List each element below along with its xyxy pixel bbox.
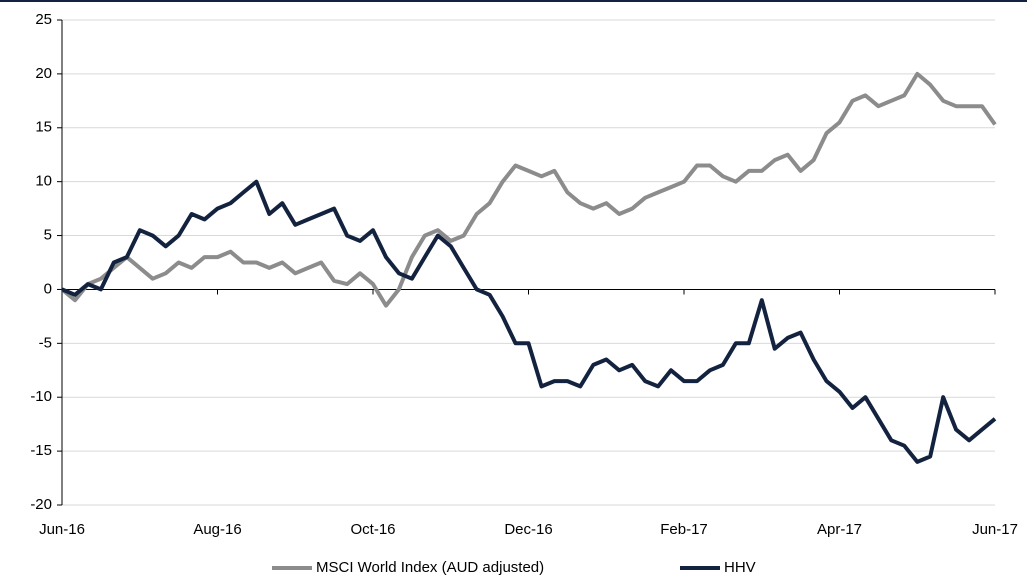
y-tick-label: 0 (44, 280, 52, 297)
x-tick-label: Jun-16 (39, 521, 85, 538)
y-tick-label: -10 (30, 388, 52, 405)
x-tick-label: Jun-17 (972, 521, 1018, 538)
x-tick-label: Dec-16 (504, 521, 552, 538)
series-line (60, 71, 997, 308)
y-tick-label: 25 (35, 11, 52, 28)
y-tick-label: 10 (35, 173, 52, 190)
x-tick-label: Feb-17 (660, 521, 708, 538)
y-tick-label: -15 (30, 442, 52, 459)
series-line (61, 179, 997, 464)
top-rule (0, 0, 1027, 2)
y-tick-label: -20 (30, 496, 52, 513)
legend-label: HHV (724, 559, 756, 576)
y-tick-label: -5 (39, 334, 52, 351)
x-tick-label: Apr-17 (817, 521, 862, 538)
x-tick-label: Aug-16 (193, 521, 241, 538)
y-tick-label: 5 (44, 227, 52, 244)
legend-label: MSCI World Index (AUD adjusted) (316, 559, 544, 576)
y-tick-label: 20 (35, 65, 52, 82)
x-tick-label: Oct-16 (350, 521, 395, 538)
y-tick-label: 15 (35, 119, 52, 136)
